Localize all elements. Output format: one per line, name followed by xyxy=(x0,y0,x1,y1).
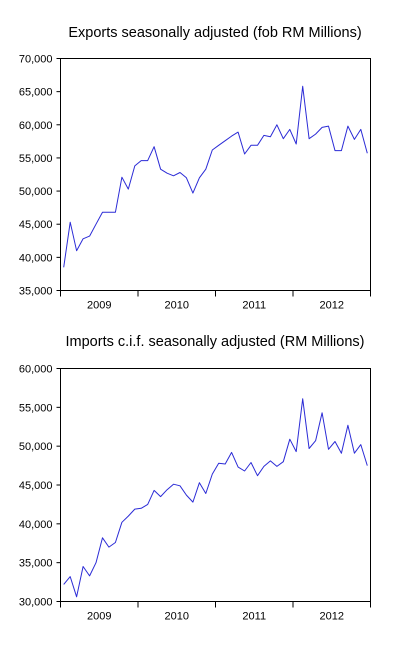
y-tick-label: 55,000 xyxy=(19,153,53,165)
x-tick-label: 2011 xyxy=(242,300,266,312)
y-tick-label: 35,000 xyxy=(19,286,53,298)
x-tick-label: 2012 xyxy=(320,300,344,312)
x-axis: 2009 2010 2011 2012 xyxy=(60,290,371,312)
y-tick-label: 40,000 xyxy=(19,252,53,264)
y-tick-label: 40,000 xyxy=(19,519,53,531)
y-tick-label: 30,000 xyxy=(19,597,53,609)
x-tick-label: 2010 xyxy=(165,300,189,312)
x-axis: 2009 2010 2011 2012 xyxy=(60,601,371,623)
y-axis: 35,000 40,000 45,000 50,000 55,000 60,000 65,0… xyxy=(19,54,61,298)
y-tick-label: 50,000 xyxy=(19,186,53,198)
chart-title: Exports seasonally adjusted (fob RM Mill… xyxy=(68,25,361,41)
x-tick-label: 2009 xyxy=(87,300,111,312)
exports-chart: Exports seasonally adjusted (fob RM Mill… xyxy=(19,25,371,312)
chart-title: Imports c.i.f. seasonally adjusted (RM M… xyxy=(66,334,365,350)
y-tick-label: 65,000 xyxy=(19,87,53,99)
x-tick-label: 2010 xyxy=(165,611,189,623)
y-axis: 30,000 35,000 40,000 45,000 50,000 55,000 60,0… xyxy=(19,364,61,609)
imports-chart: Imports c.i.f. seasonally adjusted (RM M… xyxy=(19,334,371,623)
plot-frame xyxy=(60,368,371,602)
y-tick-label: 55,000 xyxy=(19,402,53,414)
y-tick-label: 45,000 xyxy=(19,480,53,492)
y-tick-label: 70,000 xyxy=(19,54,53,66)
imports-series-line xyxy=(63,398,368,598)
x-tick-label: 2012 xyxy=(320,611,344,623)
y-tick-label: 50,000 xyxy=(19,441,53,453)
exports-series-line xyxy=(63,85,368,268)
y-tick-label: 60,000 xyxy=(19,364,53,376)
x-tick-label: 2009 xyxy=(87,611,111,623)
y-tick-label: 35,000 xyxy=(19,558,53,570)
y-tick-label: 45,000 xyxy=(19,219,53,231)
y-tick-label: 60,000 xyxy=(19,120,53,132)
plot-frame xyxy=(60,58,371,291)
x-tick-label: 2011 xyxy=(242,611,266,623)
